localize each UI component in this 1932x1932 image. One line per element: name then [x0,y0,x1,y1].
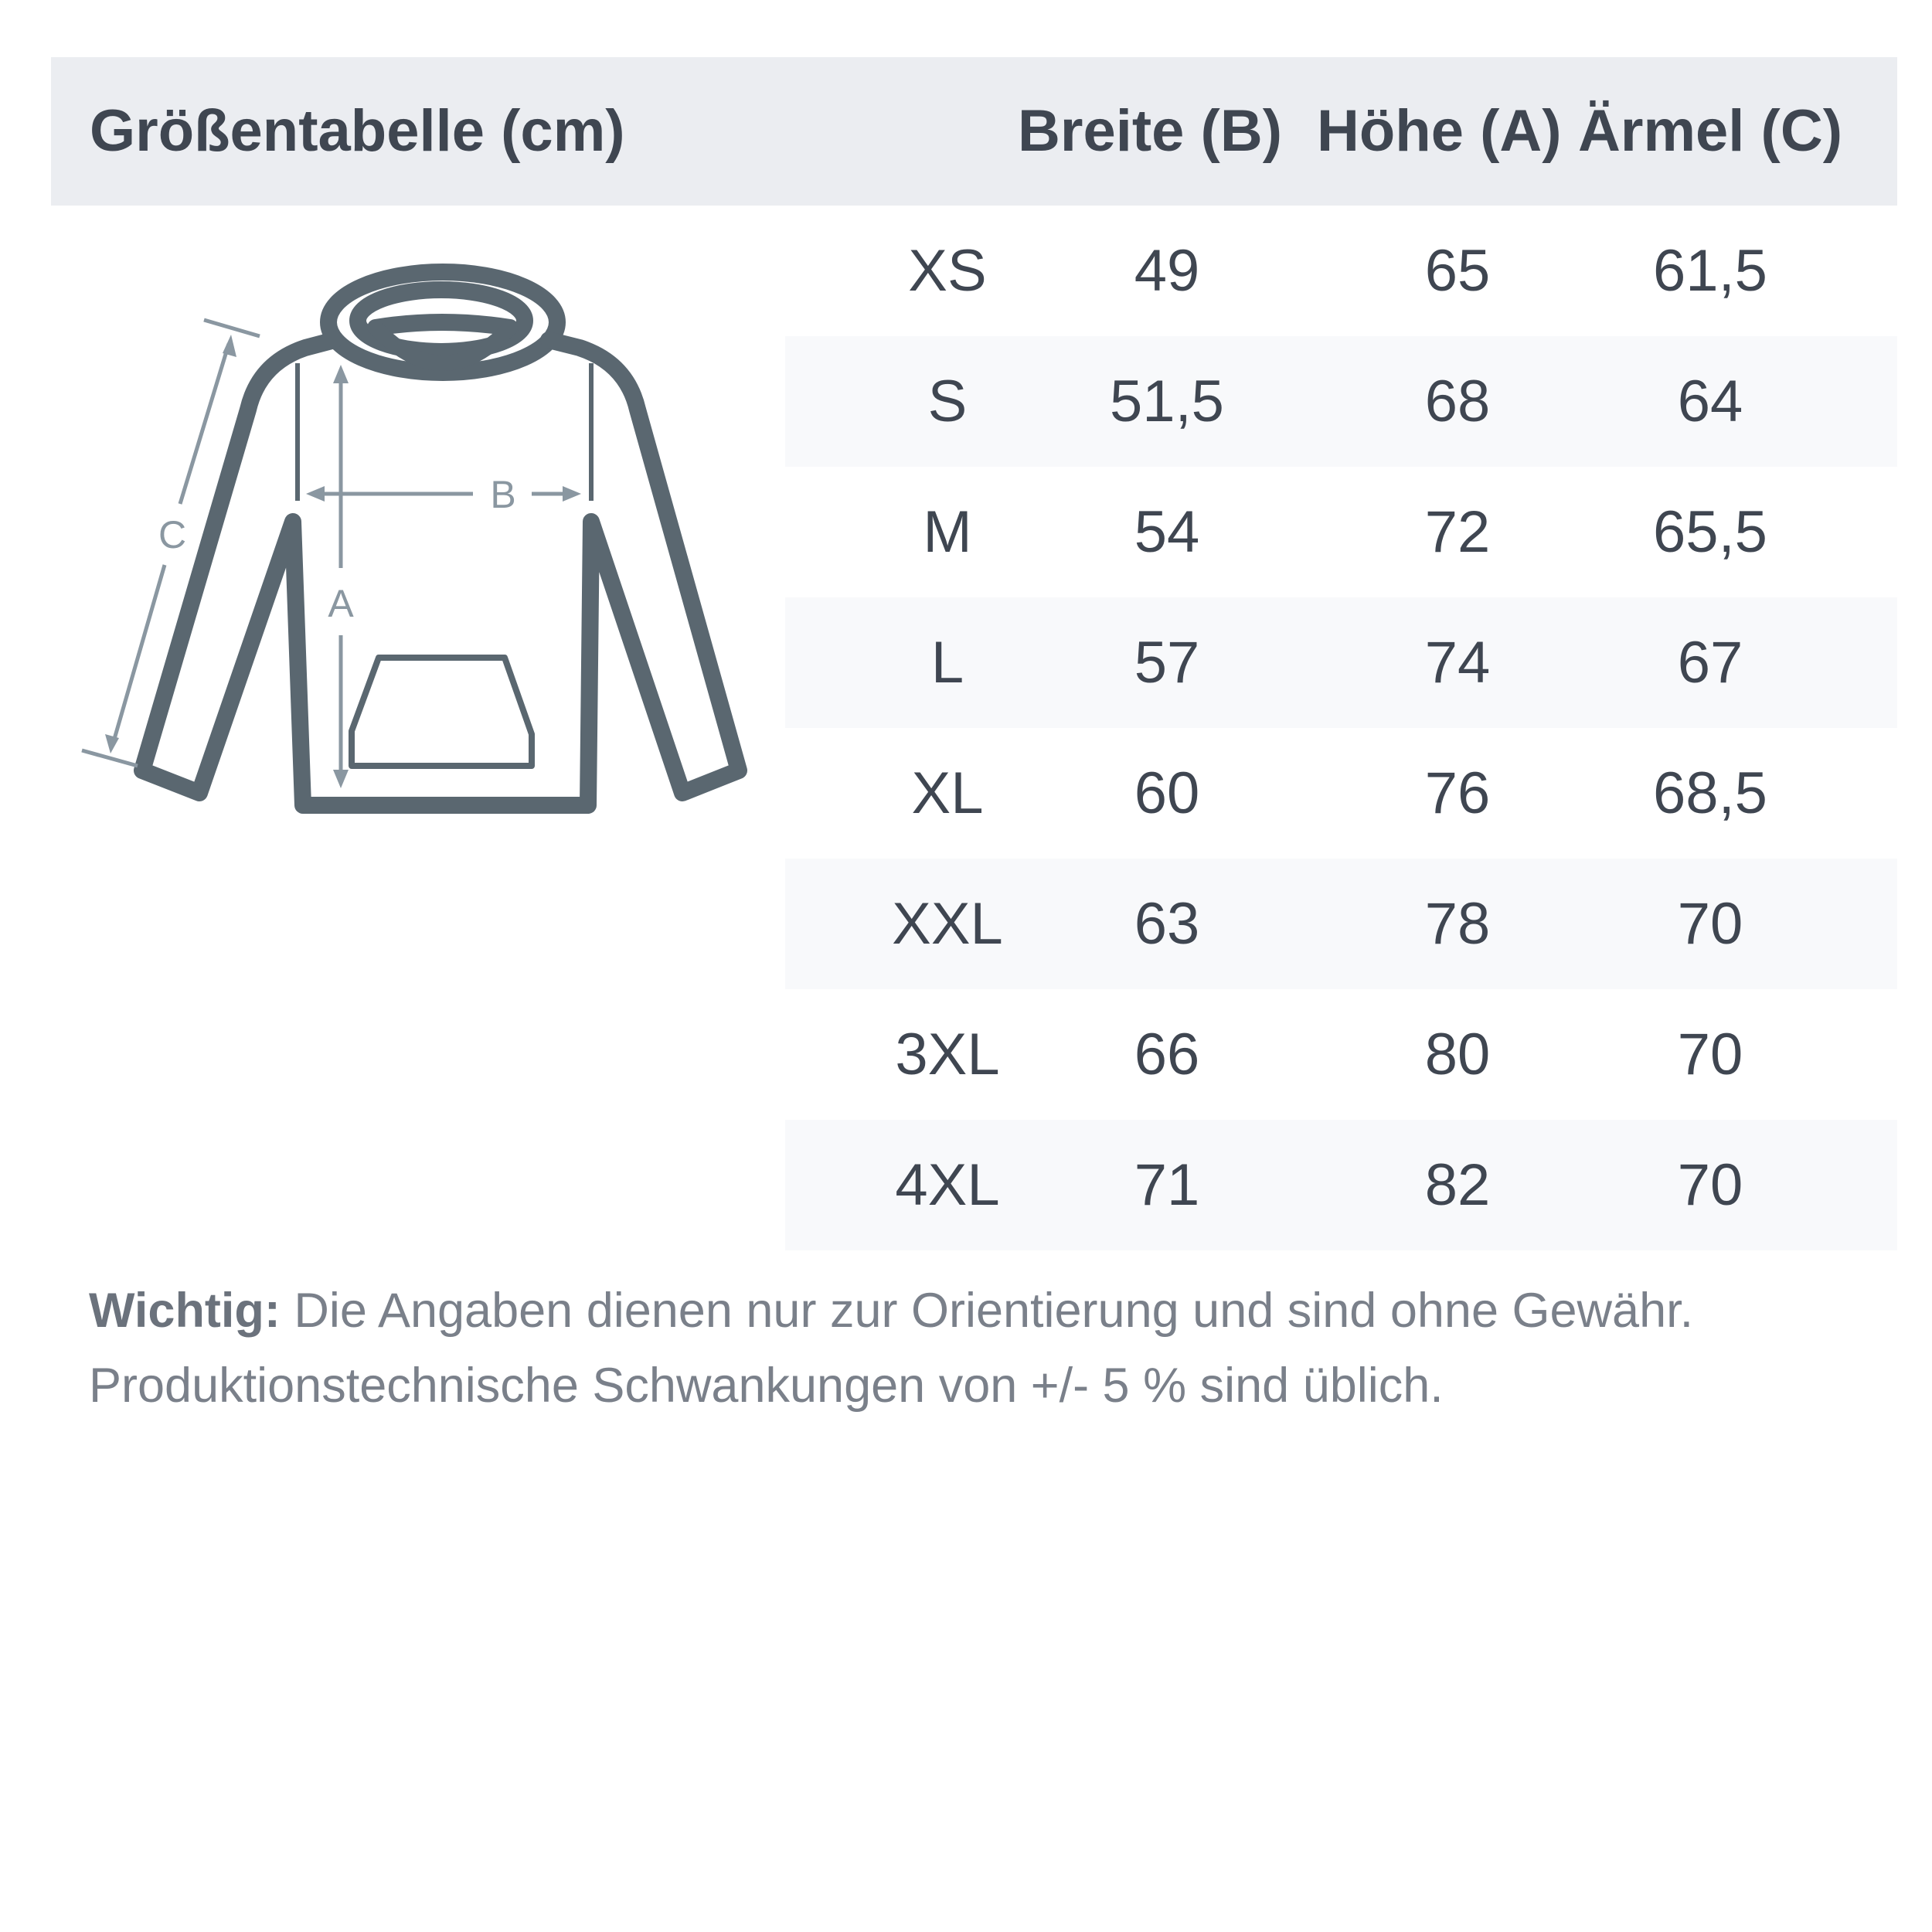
table-row: XL 60 76 68,5 [785,728,1897,859]
cell-hoehe: 68 [1424,369,1491,434]
cell-aermel: 70 [1677,1022,1743,1087]
cell-breite: 54 [1134,499,1200,565]
cell-breite: 49 [1134,238,1200,304]
cell-hoehe: 74 [1424,630,1491,696]
cell-size: XS [908,238,987,304]
cell-breite: 57 [1134,630,1200,696]
cell-size: M [923,499,972,565]
column-header-aermel: Ärmel (C) [1578,98,1843,164]
cell-size: 4XL [895,1152,1000,1218]
cell-aermel: 65,5 [1653,499,1767,565]
cell-hoehe: 82 [1424,1152,1491,1218]
note-line-2: Produktionstechnische Schwankungen von +… [89,1359,1444,1413]
cell-hoehe: 80 [1424,1022,1491,1087]
hoodie-outline [134,264,747,814]
table-row: S 51,5 68 64 [785,336,1897,467]
note-bold: Wichtig: [89,1284,281,1338]
table-row: 3XL 66 80 70 [785,989,1897,1120]
cell-breite: 60 [1134,760,1200,826]
cell-size: S [927,369,968,434]
cell-size: 3XL [895,1022,1000,1087]
cell-breite: 71 [1134,1152,1200,1218]
column-header-breite: Breite (B) [1018,98,1283,164]
label-b: B [490,473,515,516]
cell-aermel: 64 [1677,369,1743,434]
table-row: XXL 63 78 70 [785,859,1897,989]
cell-size: L [930,630,964,696]
column-header-hoehe: Höhe (A) [1317,98,1562,164]
note-line-1: Wichtig: Die Angaben dienen nur zur Orie… [89,1283,1693,1338]
cell-aermel: 70 [1677,1152,1743,1218]
cell-breite: 51,5 [1110,369,1224,434]
cell-hoehe: 78 [1424,891,1491,957]
table-row: L 57 74 67 [785,597,1897,728]
table-row: XS 49 65 61,5 [785,206,1897,336]
cell-hoehe: 72 [1424,499,1491,565]
body-side-lines [295,363,594,501]
cell-size: XL [911,760,984,826]
table-row: M 54 72 65,5 [785,467,1897,597]
cell-aermel: 70 [1677,891,1743,957]
cell-breite: 66 [1134,1022,1200,1087]
page-title: Größentabelle (cm) [90,98,625,164]
label-c: C [158,513,186,556]
cell-size: XXL [892,891,1003,957]
label-a: A [328,582,354,625]
cell-aermel: 68,5 [1653,760,1767,826]
measurement-arrows [81,318,581,788]
table-row: 4XL 71 82 70 [785,1120,1897,1250]
cell-aermel: 61,5 [1653,238,1767,304]
cell-breite: 63 [1134,891,1200,957]
cell-aermel: 67 [1677,630,1743,696]
table-header: Größentabelle (cm) Breite (B) Höhe (A) Ä… [51,57,1897,206]
pocket [349,655,535,769]
cell-hoehe: 65 [1424,238,1491,304]
note-text: Die Angaben dienen nur zur Orientierung … [280,1284,1694,1338]
cell-hoehe: 76 [1424,760,1491,826]
